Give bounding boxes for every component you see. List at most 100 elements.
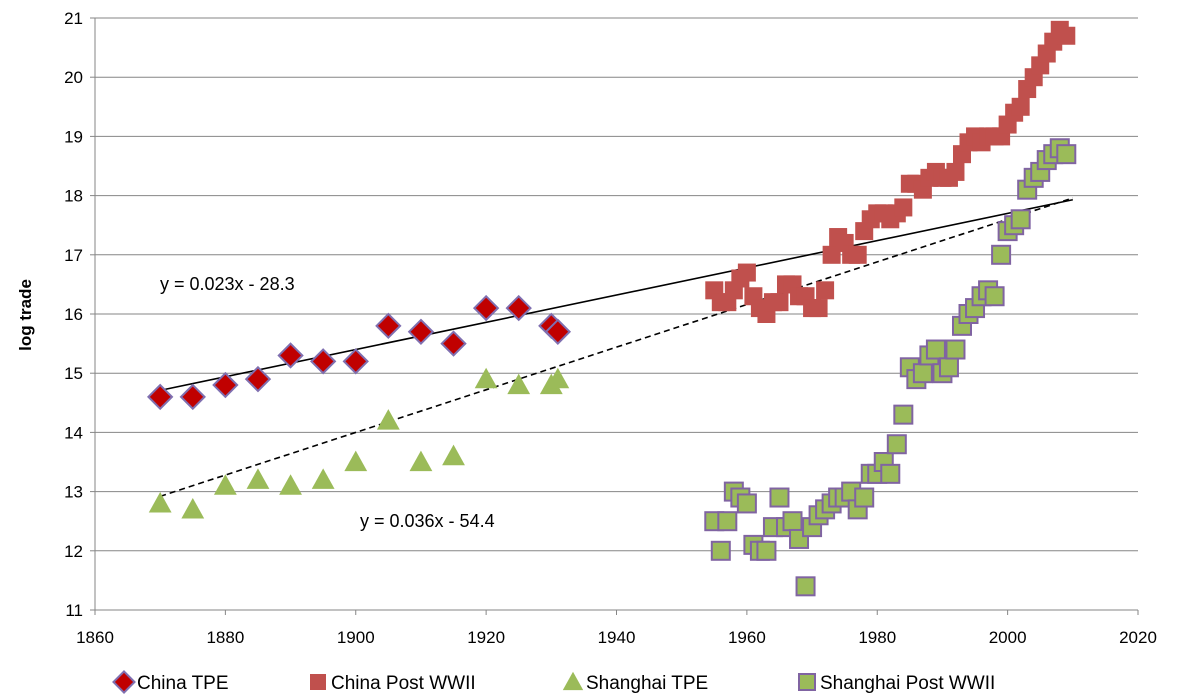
legend-item: China Post WWII: [310, 673, 476, 694]
data-point: [1056, 144, 1077, 165]
data-point: [756, 540, 777, 561]
legend-item: Shanghai TPE: [562, 671, 708, 694]
data-point: [1010, 209, 1031, 230]
data-point: [782, 511, 803, 532]
data-point: [442, 444, 465, 466]
data-point: [984, 286, 1005, 307]
data-point: [1057, 26, 1076, 45]
data-point: [544, 318, 572, 345]
legend-marker: [798, 673, 816, 691]
x-tick-label: 1860: [76, 628, 114, 647]
data-point: [342, 348, 369, 375]
trendlines: [159, 197, 1074, 498]
y-tick-label: 12: [64, 542, 83, 561]
data-point: [546, 367, 570, 389]
y-tick-label: 11: [65, 601, 83, 620]
data-point: [938, 357, 959, 378]
y-tick-label: 15: [64, 364, 83, 383]
data-point: [213, 474, 237, 495]
data-point: [474, 367, 498, 389]
data-point: [710, 540, 731, 561]
y-tick-label: 21: [64, 9, 83, 28]
trendline: [160, 198, 1073, 392]
data-point: [407, 318, 435, 345]
x-tick-label: 1900: [337, 628, 375, 647]
y-tick-label: 20: [64, 68, 83, 87]
series-china-post-wwii: [705, 20, 1076, 323]
x-tick-label: 1960: [728, 628, 766, 647]
legend-item: China TPE: [112, 670, 229, 694]
data-point: [505, 294, 532, 322]
data-point: [181, 497, 205, 519]
data-point: [309, 348, 337, 375]
y-tick-label: 13: [64, 483, 83, 502]
data-point: [344, 450, 368, 472]
legend-item: Shanghai Post WWII: [798, 673, 995, 694]
trendline: [159, 197, 1074, 498]
data-point: [880, 463, 901, 484]
legend-label: China TPE: [137, 673, 229, 694]
data-point: [246, 468, 270, 489]
data-point: [886, 434, 907, 455]
data-point: [244, 365, 272, 393]
data-point: [507, 373, 531, 395]
trendline-equations: y = 0.023x - 28.3 y = 0.036x - 54.4: [160, 274, 495, 531]
data-point: [736, 493, 757, 514]
x-tick-label: 2000: [989, 628, 1027, 647]
data-point: [146, 383, 174, 411]
data-point: [925, 339, 946, 360]
series-shanghai-post-wwii: [704, 138, 1077, 597]
data-point: [375, 312, 402, 340]
x-tick-label: 1920: [467, 628, 505, 647]
data-point: [816, 281, 835, 300]
data-point: [854, 487, 875, 508]
legend-marker: [562, 671, 584, 691]
data-point: [809, 299, 828, 318]
x-tick-label: 1980: [858, 628, 896, 647]
data-point: [769, 487, 790, 508]
legend-marker: [112, 670, 136, 694]
series-shanghai-tpe: [148, 367, 570, 519]
x-tick-label: 1880: [206, 628, 244, 647]
data-point: [894, 198, 913, 217]
data-point: [1011, 97, 1030, 116]
legend-label: China Post WWII: [331, 673, 476, 694]
y-tick-label: 18: [64, 187, 83, 206]
data-point: [770, 293, 789, 312]
y-axis-label: log trade: [16, 279, 35, 351]
x-tick-label: 1940: [598, 628, 636, 647]
data-point: [277, 342, 304, 369]
data-point: [945, 339, 966, 360]
series-china-tpe: [146, 294, 572, 411]
y-tick-label: 16: [64, 305, 83, 324]
data-point: [912, 363, 933, 384]
legend-marker: [310, 674, 326, 690]
data-point: [893, 404, 914, 425]
data-point: [440, 330, 467, 357]
data-point: [848, 245, 867, 264]
data-point: [946, 162, 965, 181]
y-tick-label: 19: [64, 127, 83, 146]
trendline-equation: y = 0.036x - 54.4: [360, 511, 495, 531]
x-tick-label: 2020: [1119, 628, 1157, 647]
data-point: [717, 511, 738, 532]
legend-label: Shanghai TPE: [586, 673, 708, 694]
data-point: [409, 450, 433, 472]
data-point: [376, 409, 400, 430]
data-point: [737, 263, 756, 282]
legend-label: Shanghai Post WWII: [820, 673, 995, 694]
data-point: [472, 294, 500, 322]
data-point: [212, 371, 239, 399]
data-point: [148, 492, 172, 513]
gridlines: [95, 17, 1138, 552]
data-point: [991, 244, 1012, 265]
y-tick-label: 14: [64, 423, 83, 442]
y-tick-label: 17: [64, 246, 83, 265]
data-point: [311, 468, 335, 489]
data-point: [795, 576, 816, 597]
trendline-equation: y = 0.023x - 28.3: [160, 274, 295, 294]
y-axis-ticks: 11 12 13 14 15 16 17 18 19 20 21: [64, 9, 95, 620]
data-point: [279, 474, 302, 495]
data-points: [146, 20, 1077, 597]
